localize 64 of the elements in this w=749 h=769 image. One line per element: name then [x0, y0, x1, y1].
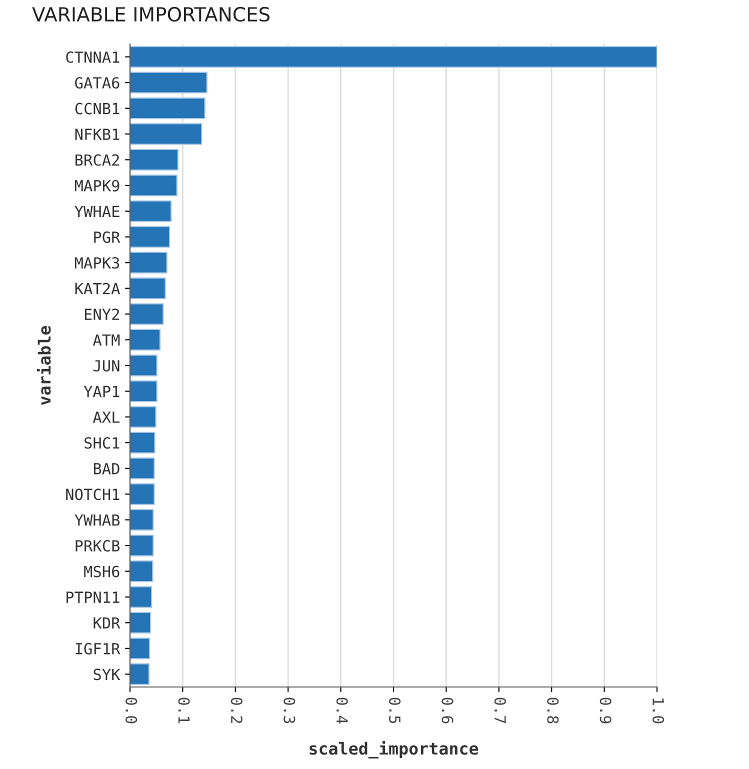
bar — [130, 148, 179, 171]
y-tick-label: PRKCB — [76, 540, 120, 552]
y-tick-label: NOTCH1 — [66, 488, 120, 500]
y-tick-label: JUN — [94, 360, 120, 372]
y-tick-label: BAD — [94, 463, 120, 474]
x-tick-label: 0.9 — [600, 698, 612, 724]
bar — [130, 72, 208, 94]
bar — [130, 458, 155, 480]
x-tick-label: 0.7 — [494, 698, 506, 724]
y-tick-label: SYK — [94, 668, 120, 680]
y-tick-label: YWHAB — [74, 514, 120, 526]
bar — [130, 406, 156, 428]
x-axis-title: scaled_importance — [310, 740, 478, 758]
y-tick-label: PGR — [94, 231, 120, 243]
bar — [130, 380, 158, 402]
y-tick-label: MAPK3 — [74, 257, 120, 269]
bar — [130, 612, 152, 634]
y-axis-title: variable — [36, 326, 51, 405]
bar — [130, 328, 161, 351]
y-tick-label: IGF1R — [76, 642, 120, 654]
bar — [130, 508, 154, 531]
x-tick-label: 0.3 — [284, 698, 296, 724]
y-tick-label: ATM — [92, 334, 120, 346]
bar — [130, 226, 170, 248]
bar — [130, 174, 178, 196]
x-tick-label: 0.8 — [547, 698, 559, 724]
y-tick-label: MSH6 — [84, 566, 120, 578]
bar — [130, 252, 168, 274]
y-tick-label: ENY2 — [84, 308, 119, 320]
bar — [130, 560, 154, 582]
bar — [130, 638, 150, 660]
bar — [130, 586, 152, 608]
y-tick-label: NFKB1 — [75, 128, 120, 140]
bar — [130, 123, 202, 145]
x-tick-label: 0.0 — [126, 698, 138, 724]
y-tick-label: MAPK9 — [74, 180, 120, 192]
y-tick-label: BRCA2 — [76, 154, 119, 166]
bar — [130, 46, 657, 68]
y-tick-label: SHC1 — [84, 437, 120, 449]
x-tick-label: 0.2 — [230, 698, 242, 724]
x-tick-label: 0.1 — [178, 698, 190, 724]
bar — [130, 663, 150, 685]
y-tick-label: KDR — [94, 617, 120, 629]
y-tick-label: AXL — [92, 412, 120, 423]
y-tick-label: CCNB1 — [75, 102, 120, 114]
y-tick-label: CTNNA1 — [66, 51, 120, 63]
x-tick-label: 0.5 — [389, 698, 401, 724]
x-tick-label: 1.0 — [652, 698, 664, 724]
bar — [130, 200, 172, 222]
bar — [130, 97, 206, 120]
bar — [130, 303, 164, 325]
bar — [130, 432, 156, 454]
bar — [130, 354, 158, 376]
y-tick-label: YWHAE — [74, 206, 120, 218]
x-tick-label: 0.6 — [442, 698, 454, 724]
y-tick-label: KAT2A — [75, 282, 120, 294]
chart-title: VARIABLE IMPORTANCES — [32, 6, 270, 22]
y-tick-label: GATA6 — [75, 77, 120, 89]
bar — [130, 277, 166, 300]
x-tick-label: 0.4 — [336, 698, 348, 724]
bar — [130, 534, 154, 556]
y-tick-label: PTPN11 — [66, 592, 120, 603]
bar — [130, 483, 155, 505]
y-tick-label: YAP1 — [84, 386, 120, 398]
